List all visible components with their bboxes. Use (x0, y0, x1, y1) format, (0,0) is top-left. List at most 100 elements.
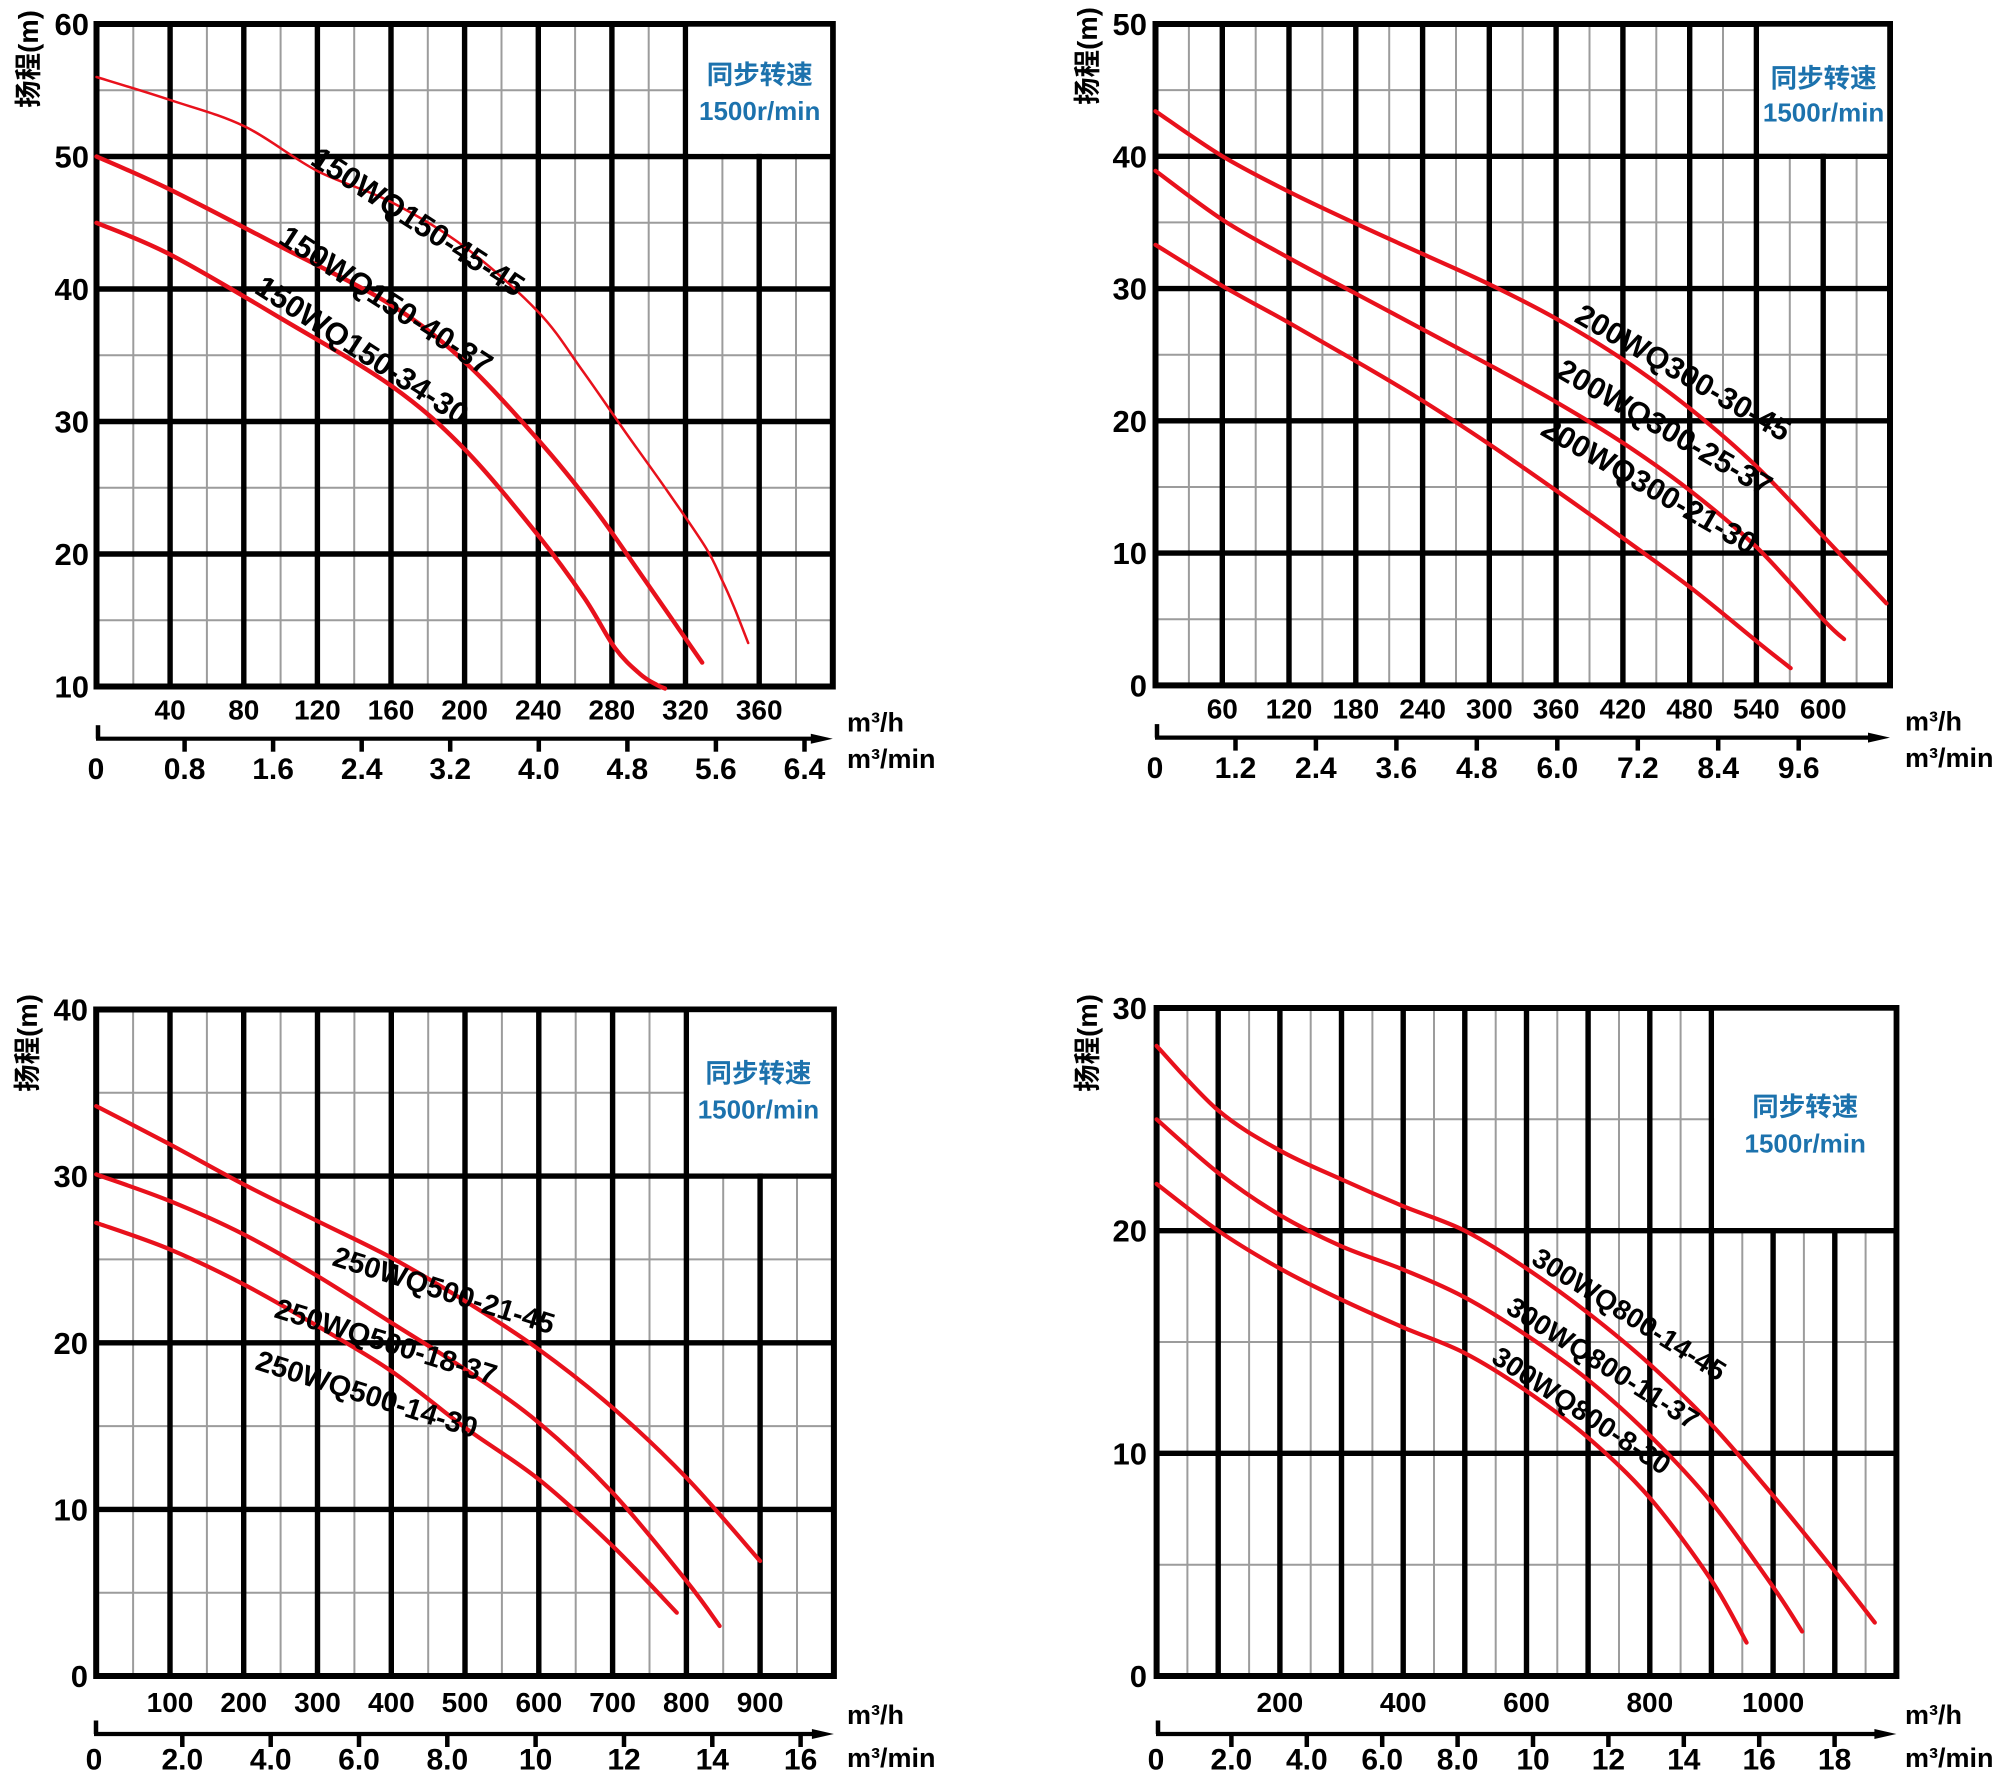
svg-text:m³/h: m³/h (847, 1700, 904, 1730)
svg-text:12: 12 (1592, 1744, 1625, 1772)
svg-text:160: 160 (368, 695, 415, 726)
svg-text:2.0: 2.0 (1211, 1744, 1253, 1772)
svg-text:m³/min: m³/min (847, 744, 936, 774)
svg-text:20: 20 (1113, 1214, 1147, 1249)
svg-text:1500r/min: 1500r/min (1763, 97, 1884, 127)
svg-text:1500r/min: 1500r/min (698, 1095, 819, 1125)
svg-text:12: 12 (607, 1744, 640, 1772)
svg-text:10: 10 (1516, 1744, 1549, 1772)
svg-text:m³/h: m³/h (847, 708, 904, 738)
svg-text:6.0: 6.0 (1361, 1744, 1403, 1772)
svg-text:m³/min: m³/min (1905, 1743, 1994, 1772)
svg-text:20: 20 (1113, 404, 1147, 439)
svg-text:16: 16 (1743, 1744, 1776, 1772)
svg-text:3.2: 3.2 (429, 753, 471, 786)
svg-text:40: 40 (54, 993, 88, 1028)
svg-text:0: 0 (1148, 1744, 1165, 1772)
svg-text:800: 800 (663, 1687, 710, 1718)
svg-text:30: 30 (55, 405, 89, 440)
svg-text:40: 40 (55, 272, 89, 307)
svg-text:0.8: 0.8 (164, 753, 206, 786)
svg-text:8.0: 8.0 (426, 1744, 468, 1772)
svg-text:0: 0 (88, 753, 105, 786)
svg-text:18: 18 (1818, 1744, 1851, 1772)
svg-text:10: 10 (1113, 1436, 1147, 1471)
svg-text:0: 0 (1130, 668, 1147, 703)
svg-text:2.4: 2.4 (341, 753, 383, 786)
svg-text:10: 10 (55, 670, 89, 705)
svg-text:m³/h: m³/h (1905, 706, 1962, 736)
svg-text:700: 700 (589, 1687, 636, 1718)
svg-text:6.0: 6.0 (338, 1744, 380, 1772)
svg-text:3.6: 3.6 (1376, 752, 1418, 785)
svg-text:900: 900 (737, 1687, 784, 1718)
svg-text:200: 200 (220, 1687, 267, 1718)
svg-text:9.6: 9.6 (1778, 752, 1820, 785)
svg-text:800: 800 (1626, 1687, 1673, 1718)
svg-text:50: 50 (55, 140, 89, 175)
svg-text:240: 240 (515, 695, 562, 726)
svg-text:m³/h: m³/h (1905, 1700, 1962, 1730)
svg-text:30: 30 (54, 1159, 88, 1194)
svg-text:7.2: 7.2 (1617, 752, 1659, 785)
svg-text:40: 40 (155, 695, 186, 726)
svg-text:600: 600 (1800, 693, 1847, 724)
svg-text:600: 600 (515, 1687, 562, 1718)
svg-text:8.0: 8.0 (1437, 1744, 1479, 1772)
svg-text:30: 30 (1113, 991, 1147, 1026)
svg-text:50: 50 (1113, 7, 1147, 42)
svg-text:16: 16 (784, 1744, 817, 1772)
svg-text:400: 400 (368, 1687, 415, 1718)
svg-text:200: 200 (1257, 1687, 1304, 1718)
svg-text:280: 280 (589, 695, 636, 726)
svg-text:40: 40 (1113, 139, 1147, 174)
svg-text:300: 300 (294, 1687, 341, 1718)
svg-text:360: 360 (1533, 693, 1580, 724)
svg-text:0: 0 (1130, 1659, 1147, 1694)
svg-text:6.4: 6.4 (784, 753, 826, 786)
svg-text:0: 0 (86, 1744, 103, 1772)
svg-text:6.0: 6.0 (1536, 752, 1578, 785)
svg-text:240: 240 (1399, 693, 1446, 724)
svg-text:1.2: 1.2 (1215, 752, 1257, 785)
svg-text:0: 0 (71, 1659, 88, 1694)
svg-text:m³/min: m³/min (847, 1743, 936, 1772)
svg-text:480: 480 (1666, 693, 1713, 724)
svg-text:0: 0 (1147, 752, 1164, 785)
svg-text:300: 300 (1466, 693, 1513, 724)
svg-text:20: 20 (54, 1326, 88, 1361)
svg-text:8.4: 8.4 (1697, 752, 1739, 785)
svg-text:4.0: 4.0 (1286, 1744, 1328, 1772)
svg-text:120: 120 (294, 695, 341, 726)
svg-text:600: 600 (1503, 1687, 1550, 1718)
svg-text:60: 60 (1207, 693, 1238, 724)
svg-text:420: 420 (1600, 693, 1647, 724)
svg-text:4.0: 4.0 (250, 1744, 292, 1772)
svg-text:2.4: 2.4 (1295, 752, 1337, 785)
svg-text:180: 180 (1332, 693, 1379, 724)
svg-text:360: 360 (736, 695, 783, 726)
svg-text:80: 80 (228, 695, 259, 726)
svg-text:2.0: 2.0 (161, 1744, 203, 1772)
svg-text:20: 20 (55, 537, 89, 572)
svg-text:540: 540 (1733, 693, 1780, 724)
svg-text:400: 400 (1380, 1687, 1427, 1718)
svg-text:14: 14 (1667, 1744, 1701, 1772)
svg-text:100: 100 (147, 1687, 194, 1718)
svg-text:10: 10 (519, 1744, 552, 1772)
svg-text:1.6: 1.6 (252, 753, 294, 786)
svg-text:5.6: 5.6 (695, 753, 737, 786)
svg-text:4.0: 4.0 (518, 753, 560, 786)
svg-text:320: 320 (662, 695, 709, 726)
svg-text:10: 10 (54, 1492, 88, 1527)
svg-text:30: 30 (1113, 272, 1147, 307)
svg-text:60: 60 (55, 7, 89, 42)
svg-text:500: 500 (442, 1687, 489, 1718)
svg-text:10: 10 (1113, 536, 1147, 571)
svg-text:14: 14 (696, 1744, 730, 1772)
svg-text:200: 200 (441, 695, 488, 726)
svg-text:m³/min: m³/min (1905, 743, 1994, 773)
svg-text:120: 120 (1266, 693, 1313, 724)
svg-text:1000: 1000 (1742, 1687, 1804, 1718)
svg-text:4.8: 4.8 (1456, 752, 1498, 785)
